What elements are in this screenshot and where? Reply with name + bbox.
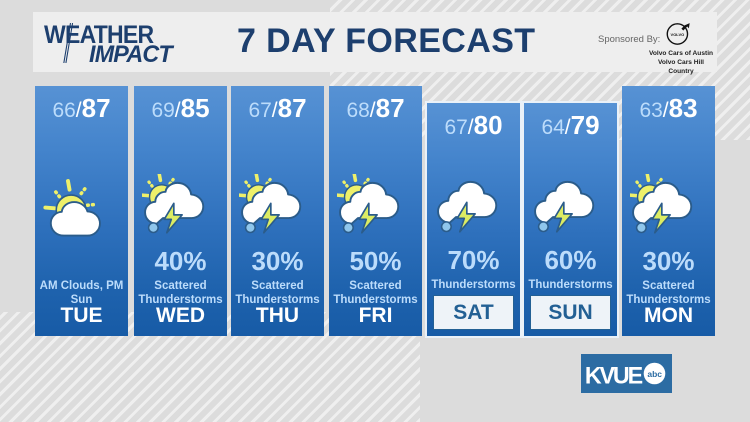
svg-text:KVUE: KVUE xyxy=(585,363,642,389)
svg-text:abc: abc xyxy=(647,369,662,379)
svg-text:VOLVO: VOLVO xyxy=(671,32,685,37)
